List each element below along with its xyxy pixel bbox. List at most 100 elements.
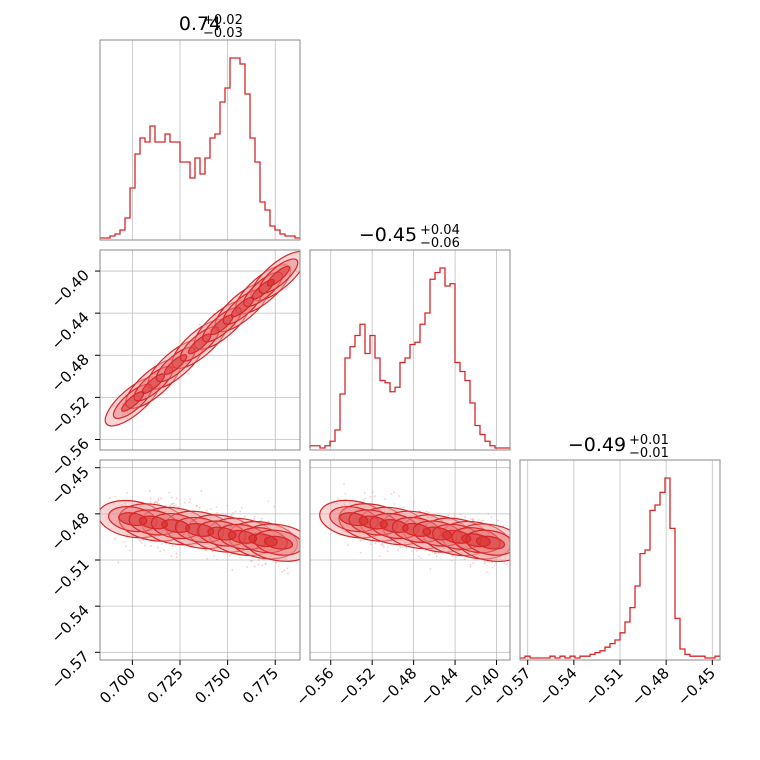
sample-point [257, 563, 260, 566]
histogram-bin [170, 142, 175, 238]
x-axis-param-2: −0.56−0.52−0.48−0.44−0.40 [292, 660, 503, 709]
sample-point [243, 546, 246, 549]
sample-point [373, 495, 376, 498]
sample-point [267, 531, 270, 533]
sample-point [190, 361, 193, 363]
sample-point [139, 540, 141, 543]
sample-point [170, 555, 173, 558]
sample-point [343, 503, 346, 506]
sample-point [285, 262, 288, 265]
histogram-bin [465, 381, 470, 449]
sample-point [495, 558, 498, 561]
sample-point [437, 523, 439, 526]
sample-point [196, 504, 198, 507]
histogram-bin [700, 656, 705, 658]
sample-point [163, 549, 165, 552]
sample-point [155, 500, 158, 503]
histogram-bin [180, 162, 185, 238]
x-tick-label: 0.750 [191, 664, 234, 707]
sample-point [216, 541, 218, 544]
sample-point [253, 518, 255, 521]
sample-point [206, 344, 208, 347]
histogram-bin [310, 446, 315, 448]
sample-point [496, 551, 499, 553]
sample-point [272, 524, 275, 527]
histogram-bin [615, 640, 620, 658]
sample-point [261, 296, 264, 299]
histogram-bin [695, 656, 700, 658]
sample-point [223, 522, 226, 525]
sample-point [267, 555, 270, 557]
sample-point [295, 270, 298, 273]
panel-frame [309, 459, 511, 661]
histogram-bin [480, 435, 485, 449]
sample-point [155, 389, 157, 392]
histogram-bin [245, 94, 250, 238]
sample-point [371, 491, 374, 494]
x-tick-label: 0.775 [239, 664, 282, 707]
sample-point [480, 519, 483, 522]
sample-point [208, 328, 211, 331]
histogram-bin [435, 273, 440, 449]
sample-point [188, 518, 190, 520]
sample-point [386, 550, 389, 553]
sample-point [497, 558, 499, 561]
sample-point [188, 501, 191, 503]
histogram-bin [125, 218, 130, 238]
sample-point [457, 525, 460, 528]
sample-point [171, 502, 174, 505]
sample-point [275, 561, 278, 564]
sample-point [497, 519, 499, 522]
histogram-bin [415, 342, 420, 448]
sample-point [369, 505, 371, 508]
sample-point [485, 571, 488, 574]
sample-point [433, 541, 435, 544]
sample-point [247, 289, 250, 292]
sample-point [278, 265, 281, 268]
sample-point [450, 559, 453, 562]
sample-point [475, 554, 478, 557]
sample-point [232, 542, 235, 544]
sample-point [373, 511, 376, 514]
density-contour [163, 354, 188, 375]
sample-point [239, 544, 242, 547]
sample-point [230, 324, 233, 326]
sample-point [189, 498, 192, 501]
sample-point [348, 507, 351, 510]
sample-point [252, 302, 255, 305]
sample-point [288, 535, 291, 538]
sample-point [463, 558, 466, 560]
title-param-1-main: 0.74 [179, 13, 221, 35]
sample-point [284, 550, 286, 553]
sample-point [121, 403, 124, 405]
sample-point [358, 526, 361, 528]
sample-point [265, 532, 268, 535]
sample-point [453, 512, 456, 515]
sample-point [275, 290, 277, 293]
sample-point [383, 508, 386, 510]
sample-point [469, 565, 472, 568]
sample-point [157, 502, 160, 505]
histogram-bin [665, 478, 670, 658]
sample-point [257, 284, 260, 287]
histogram-bin [585, 656, 590, 658]
sample-point [229, 555, 231, 557]
sample-point [370, 543, 372, 546]
histogram-bin [560, 656, 565, 658]
sample-point [483, 525, 485, 528]
x-axis-param-3: −0.57 −0.54 −0.51 −0.48 −0.45 [489, 660, 719, 709]
histogram-step-line [309, 267, 510, 449]
sample-point [277, 526, 280, 529]
histogram-bin [315, 446, 320, 448]
title-param-1-minus: −0.03 [203, 26, 243, 41]
sample-point [335, 502, 338, 505]
histogram-bin [235, 58, 240, 238]
x-tick-label: −0.52 [334, 664, 379, 709]
sample-point [504, 557, 506, 559]
sample-point [502, 525, 505, 527]
histogram-bin [145, 142, 150, 238]
sample-point [167, 510, 170, 513]
sample-point [114, 495, 117, 498]
sample-point [390, 493, 393, 496]
sample-point [150, 544, 152, 547]
